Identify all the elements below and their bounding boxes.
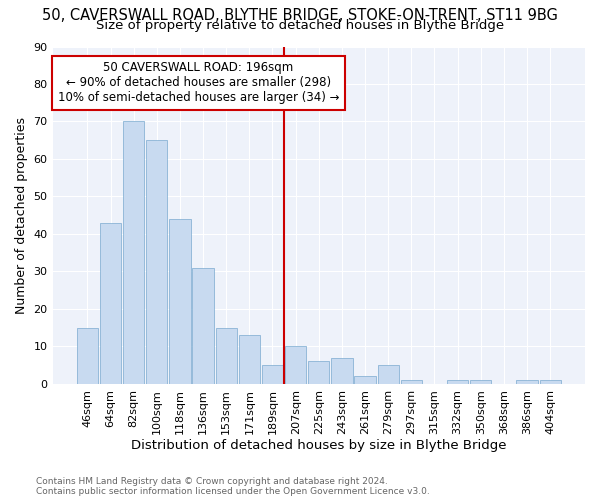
Bar — [239, 335, 260, 384]
Bar — [355, 376, 376, 384]
Bar — [123, 122, 145, 384]
Bar — [447, 380, 468, 384]
Bar — [539, 380, 561, 384]
Bar — [377, 365, 399, 384]
Text: 50 CAVERSWALL ROAD: 196sqm
← 90% of detached houses are smaller (298)
10% of sem: 50 CAVERSWALL ROAD: 196sqm ← 90% of deta… — [58, 62, 339, 104]
Bar — [262, 365, 283, 384]
Y-axis label: Number of detached properties: Number of detached properties — [15, 116, 28, 314]
Bar — [193, 268, 214, 384]
Bar — [169, 219, 191, 384]
Bar — [470, 380, 491, 384]
Bar — [146, 140, 167, 384]
X-axis label: Distribution of detached houses by size in Blythe Bridge: Distribution of detached houses by size … — [131, 440, 506, 452]
Text: 50, CAVERSWALL ROAD, BLYTHE BRIDGE, STOKE-ON-TRENT, ST11 9BG: 50, CAVERSWALL ROAD, BLYTHE BRIDGE, STOK… — [42, 8, 558, 22]
Bar — [517, 380, 538, 384]
Text: Contains HM Land Registry data © Crown copyright and database right 2024.
Contai: Contains HM Land Registry data © Crown c… — [36, 476, 430, 496]
Bar — [77, 328, 98, 384]
Bar — [215, 328, 237, 384]
Bar — [100, 222, 121, 384]
Bar — [285, 346, 306, 384]
Bar — [308, 362, 329, 384]
Bar — [331, 358, 353, 384]
Bar — [401, 380, 422, 384]
Text: Size of property relative to detached houses in Blythe Bridge: Size of property relative to detached ho… — [96, 18, 504, 32]
